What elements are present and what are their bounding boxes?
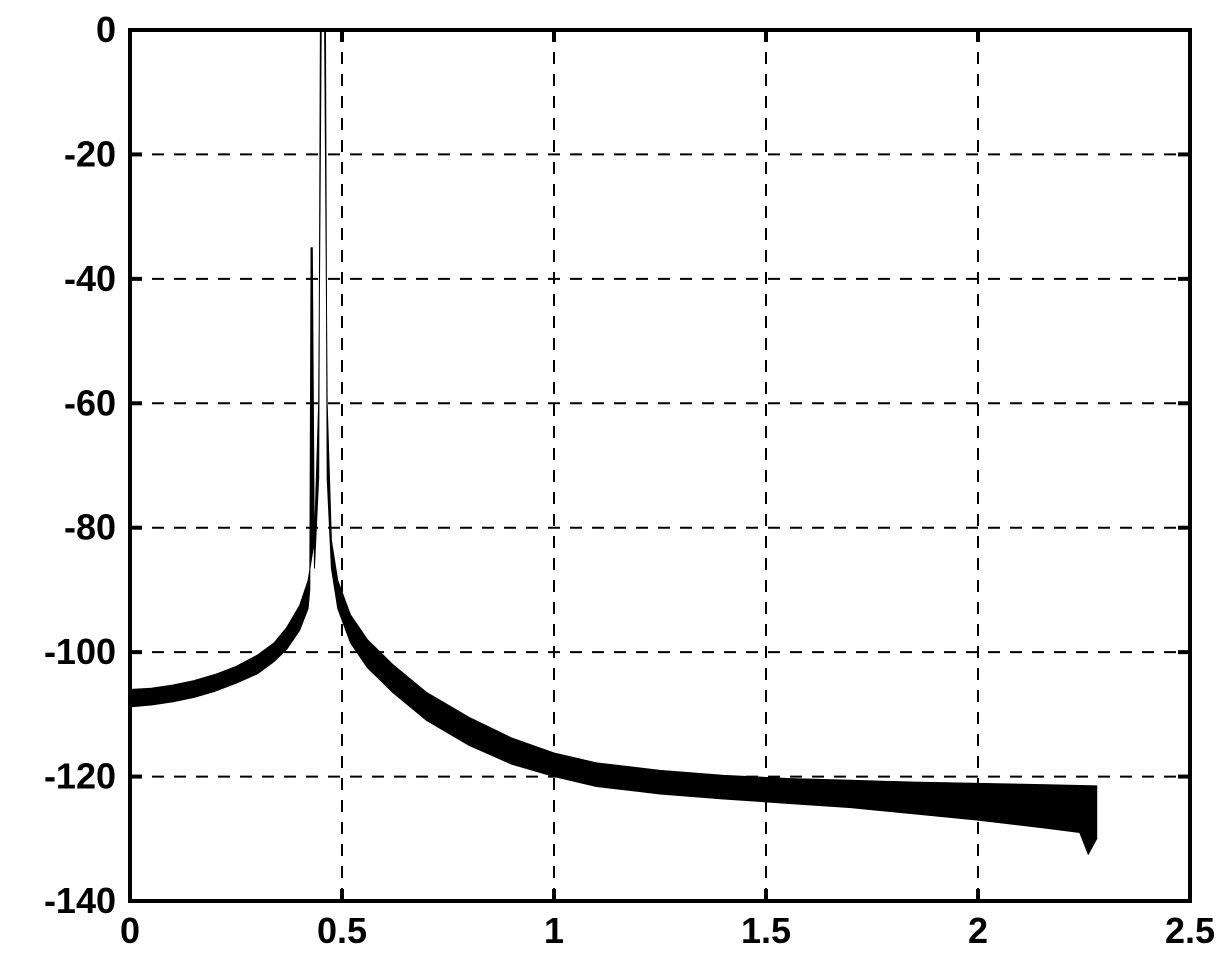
y-tick-label: -20 xyxy=(64,133,116,174)
x-tick-label: 2.5 xyxy=(1165,910,1215,951)
y-tick-label: -140 xyxy=(44,880,116,921)
chart-svg: 0 0.5 1 1.5 2 2.5 -140 -120 -100 -80 -60 -40 -20 0 xyxy=(0,0,1232,961)
y-tick-label: -60 xyxy=(64,382,116,423)
spectrum-chart: 0 0.5 1 1.5 2 2.5 -140 -120 -100 -80 -60 -40 -20 0 xyxy=(0,0,1232,961)
y-tick-label: -40 xyxy=(64,258,116,299)
x-tick-label: 0 xyxy=(120,910,140,951)
x-tick-label: 1 xyxy=(544,910,564,951)
x-tick-label: 2 xyxy=(968,910,988,951)
y-tick-label: -120 xyxy=(44,756,116,797)
x-tick-label: 0.5 xyxy=(317,910,367,951)
y-tick-label: -80 xyxy=(64,507,116,548)
y-tick-label: 0 xyxy=(96,9,116,50)
y-tick-label: -100 xyxy=(44,631,116,672)
x-tick-label: 1.5 xyxy=(741,910,791,951)
